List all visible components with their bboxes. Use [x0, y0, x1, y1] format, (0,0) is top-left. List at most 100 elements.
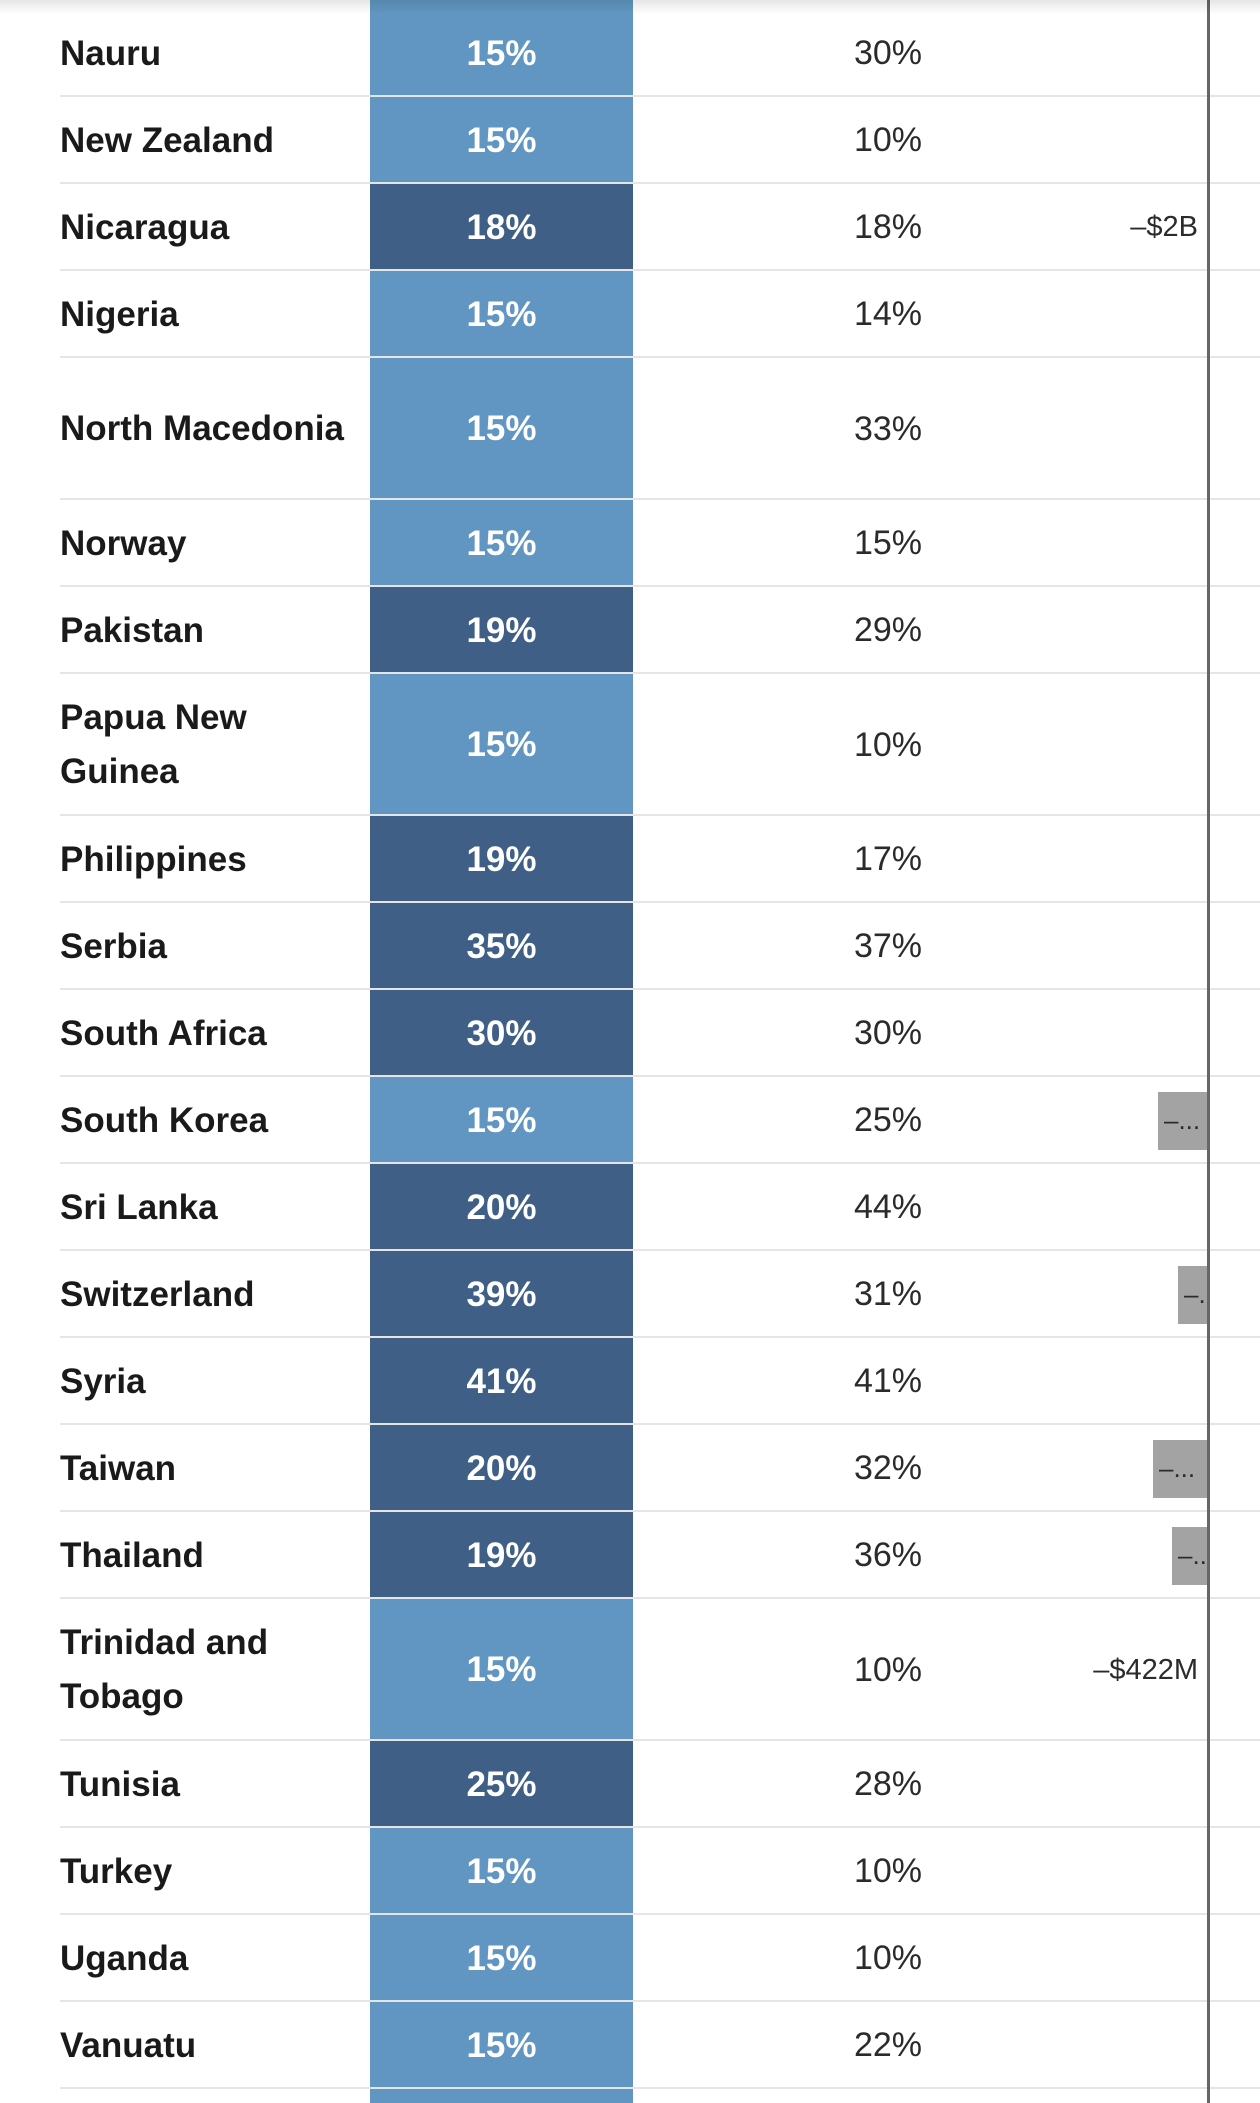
country-name: New Zealand: [60, 120, 274, 160]
row-divider: [60, 2000, 1260, 2002]
row-divider: [60, 269, 1260, 271]
country-name: Pakistan: [60, 610, 204, 650]
table-row: Nigeria 15% 14%: [0, 271, 1260, 358]
previous-tariff-rate: 10%: [853, 1852, 923, 1890]
previous-tariff-rate: 15%: [853, 524, 923, 562]
previous-tariff-rate: 30%: [853, 1014, 923, 1052]
row-divider: [60, 1075, 1260, 1077]
table-row: Uganda 15% 10%: [0, 1915, 1260, 2002]
new-tariff-rate: 15%: [370, 0, 633, 97]
country-name: Thailand: [60, 1535, 204, 1575]
country-name: Sri Lanka: [60, 1187, 218, 1227]
previous-tariff-rate: 44%: [853, 1188, 923, 1226]
new-tariff-rate: 20%: [370, 1425, 633, 1512]
deficit-axis-line: [1207, 0, 1210, 2103]
trade-deficit-bar: –...: [1158, 1091, 1208, 1150]
row-divider: [60, 672, 1260, 674]
row-divider: [60, 901, 1260, 903]
previous-tariff-rate: 10%: [853, 725, 923, 764]
trade-deficit-label: –$422M: [1093, 1653, 1198, 1686]
row-divider: [60, 1423, 1260, 1425]
table-row: New Zealand 15% 10%: [0, 97, 1260, 184]
row-divider: [60, 498, 1260, 500]
country-name: North Macedonia: [60, 409, 344, 448]
table-row: Nauru 15% 30%: [0, 0, 1260, 97]
previous-tariff-rate: 28%: [853, 1765, 923, 1803]
row-divider: [60, 1826, 1260, 1828]
country-name: Uganda: [60, 1938, 189, 1978]
country-name: Papua New Guinea: [60, 698, 247, 791]
previous-tariff-rate: 36%: [853, 1536, 923, 1574]
previous-tariff-rate: 14%: [853, 295, 923, 333]
country-name: Norway: [60, 523, 187, 563]
row-divider: [60, 1249, 1260, 1251]
new-tariff-rate: 41%: [370, 1338, 633, 1425]
country-name: Trinidad and Tobago: [60, 1623, 269, 1716]
row-divider: [60, 1739, 1260, 1741]
trade-deficit-bar: –...: [1178, 1265, 1208, 1324]
new-tariff-rate: 39%: [370, 1251, 633, 1338]
new-tariff-rate: 30%: [370, 990, 633, 1077]
row-divider: [60, 182, 1260, 184]
previous-tariff-rate: 10%: [853, 1939, 923, 1977]
row-divider: [60, 1510, 1260, 1512]
trade-deficit-bar: –...: [1172, 1526, 1208, 1585]
country-name: South Africa: [60, 1013, 267, 1053]
row-divider: [60, 585, 1260, 587]
row-divider: [60, 1913, 1260, 1915]
new-tariff-rate: 25%: [370, 1741, 633, 1828]
previous-tariff-rate: 31%: [853, 1275, 923, 1313]
table-row: Vanuatu 15% 22%: [0, 2002, 1260, 2089]
table-row: Papua New Guinea 15% 10%: [0, 674, 1260, 816]
new-tariff-rate: 19%: [370, 587, 633, 674]
new-tariff-rate: 15%: [370, 674, 633, 816]
new-tariff-rate: 35%: [370, 903, 633, 990]
table-row: Norway 15% 15%: [0, 500, 1260, 587]
row-divider: [60, 1336, 1260, 1338]
sticky-header-shadow: [0, 0, 1260, 14]
previous-tariff-rate: 18%: [853, 208, 923, 246]
row-divider: [60, 95, 1260, 97]
table-row: Syria 41% 41%: [0, 1338, 1260, 1425]
previous-tariff-rate: 41%: [853, 1362, 923, 1400]
previous-tariff-rate: 17%: [853, 840, 923, 878]
previous-tariff-rate: 25%: [853, 1101, 923, 1139]
new-tariff-rate: 15%: [370, 358, 633, 500]
table-row: Switzerland 39% 31% –...: [0, 1251, 1260, 1338]
table-row: Taiwan 20% 32% –...: [0, 1425, 1260, 1512]
table-row: Nicaragua 18% 18% –$2B: [0, 184, 1260, 271]
table-row: South Africa 30% 30%: [0, 990, 1260, 1077]
table-row: Sri Lanka 20% 44%: [0, 1164, 1260, 1251]
table-row: Pakistan 19% 29%: [0, 587, 1260, 674]
table-row: Tunisia 25% 28%: [0, 1741, 1260, 1828]
country-name: Switzerland: [60, 1274, 255, 1314]
previous-tariff-rate: 10%: [853, 1650, 923, 1689]
country-name: Syria: [60, 1361, 146, 1401]
new-tariff-rate: 15%: [370, 2002, 633, 2089]
new-tariff-rate: 20%: [370, 1164, 633, 1251]
country-name: Taiwan: [60, 1448, 177, 1488]
trade-deficit-bar: –...: [1153, 1439, 1208, 1498]
row-divider: [60, 814, 1260, 816]
previous-tariff-rate: 37%: [853, 927, 923, 965]
previous-tariff-rate: 30%: [853, 34, 923, 72]
table-row: Serbia 35% 37%: [0, 903, 1260, 990]
new-tariff-rate: 15%: [370, 500, 633, 587]
row-divider: [60, 1597, 1260, 1599]
new-tariff-rate: 15%: [370, 97, 633, 184]
table-row: South Korea 15% 25% –...: [0, 1077, 1260, 1164]
table-row: Turkey 15% 10%: [0, 1828, 1260, 1915]
new-tariff-rate: 15%: [370, 1828, 633, 1915]
previous-tariff-rate: 22%: [853, 2026, 923, 2064]
country-name: Philippines: [60, 839, 247, 879]
country-name: Vanuatu: [60, 2025, 197, 2065]
new-tariff-rate: 19%: [370, 1512, 633, 1599]
new-tariff-rate: 15%: [370, 1915, 633, 2002]
trade-deficit-label: –$2B: [1130, 211, 1198, 243]
country-name: Serbia: [60, 926, 167, 966]
new-tariff-rate: 15%: [370, 1599, 633, 1741]
new-tariff-rate: 15%: [370, 271, 633, 358]
previous-tariff-rate: 10%: [853, 121, 923, 159]
row-divider: [60, 356, 1260, 358]
